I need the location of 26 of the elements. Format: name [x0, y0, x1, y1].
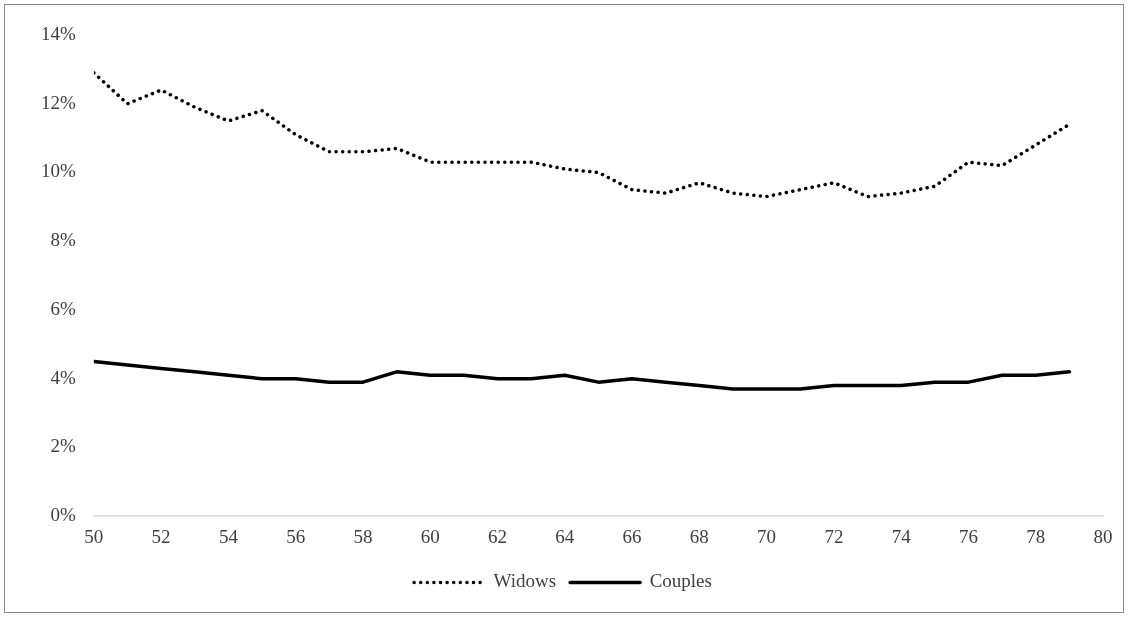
- x-tick-label: 54: [218, 525, 239, 547]
- x-tick-label: 50: [84, 525, 104, 547]
- y-tick-label: 2%: [50, 435, 76, 457]
- x-tick-label: 60: [420, 525, 440, 547]
- x-tick-label: 62: [488, 525, 507, 547]
- x-tick-label: 66: [622, 525, 642, 547]
- legend-label: Widows: [493, 570, 557, 592]
- x-tick-label: 80: [1093, 525, 1113, 547]
- x-tick-label: 64: [555, 525, 575, 547]
- y-tick-label: 14%: [41, 22, 76, 44]
- y-tick-label: 4%: [50, 366, 76, 388]
- y-tick-label: 0%: [50, 504, 76, 526]
- y-tick-label: 6%: [50, 297, 76, 319]
- legend-label: Couples: [649, 570, 712, 592]
- x-tick-label: 76: [958, 525, 978, 547]
- x-tick-label: 56: [286, 525, 306, 547]
- y-tick-label: 8%: [50, 229, 76, 251]
- y-tick-label: 12%: [41, 91, 76, 113]
- x-tick-label: 58: [353, 525, 373, 547]
- x-tick-label: 70: [757, 525, 777, 547]
- x-tick-label: 72: [824, 525, 844, 547]
- x-tick-label: 52: [151, 525, 171, 547]
- x-tick-label: 78: [1026, 525, 1046, 547]
- x-tick-label: 74: [891, 525, 912, 547]
- x-tick-label: 68: [689, 525, 709, 547]
- y-tick-label: 10%: [41, 160, 76, 182]
